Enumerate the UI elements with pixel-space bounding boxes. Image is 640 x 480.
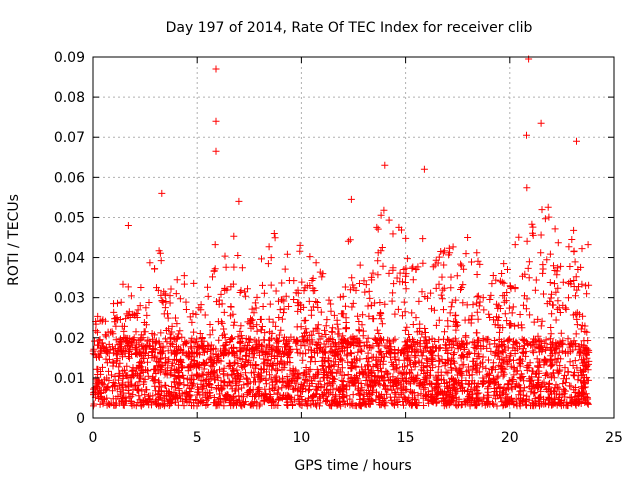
y-tick-label: 0.03 xyxy=(54,291,85,307)
y-tick-label: 0.02 xyxy=(54,331,85,347)
x-tick-label: 15 xyxy=(397,430,415,446)
y-tick-label: 0.06 xyxy=(54,170,85,186)
y-tick-label: 0.08 xyxy=(54,90,85,106)
x-tick-label: 0 xyxy=(89,430,98,446)
y-tick-label: 0.01 xyxy=(54,371,85,387)
y-tick-label: 0 xyxy=(76,411,85,427)
x-tick-label: 25 xyxy=(605,430,623,446)
y-axis-label: ROTI / TECUs xyxy=(6,194,22,286)
x-axis-label: GPS time / hours xyxy=(294,458,411,474)
x-tick-label: 10 xyxy=(292,430,310,446)
x-tick-label: 20 xyxy=(501,430,519,446)
y-tick-label: 0.05 xyxy=(54,210,85,226)
y-tick-label: 0.09 xyxy=(54,50,85,66)
marker-layer xyxy=(89,55,593,410)
roti-plus-markers xyxy=(89,55,593,410)
x-tick-label: 5 xyxy=(193,430,202,446)
y-tick-label: 0.07 xyxy=(54,130,85,146)
y-tick-label: 0.04 xyxy=(54,251,85,267)
plot-frame xyxy=(92,56,615,419)
axis-layer: 0 0.01 0.02 0.03 0.04 0.05 0.06 0.07 0.08 0.09 0 5 1… xyxy=(54,50,623,446)
chart-title: Day 197 of 2014, Rate Of TEC Index for r… xyxy=(166,20,533,36)
